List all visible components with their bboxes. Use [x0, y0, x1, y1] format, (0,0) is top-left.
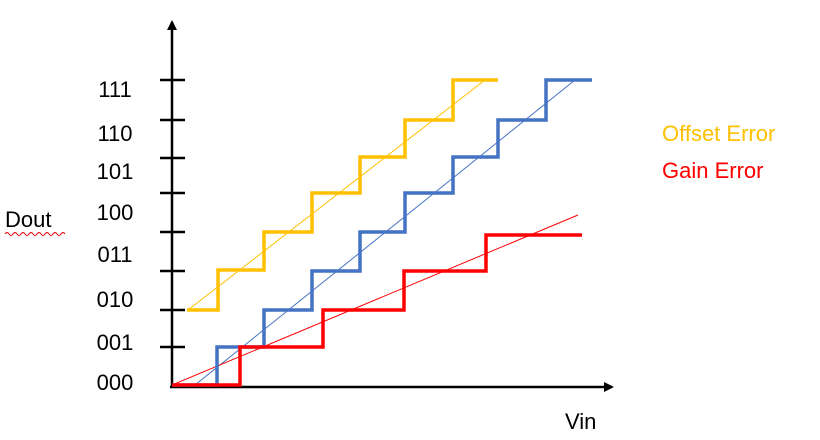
gain-staircase [172, 233, 582, 387]
ticks [160, 78, 185, 349]
y-label: 000 [97, 370, 134, 395]
y-label: 111 [98, 77, 131, 102]
y-axis-label: Dout [5, 207, 51, 232]
spell-underline [4, 232, 66, 236]
legend-gain: Gain Error [662, 158, 763, 183]
x-axis-label: Vin [565, 409, 596, 434]
y-label: 010 [97, 287, 134, 312]
y-labels: 111 110 101 100 011 010 001 000 [97, 77, 134, 395]
offset-staircase [187, 78, 498, 312]
y-label: 101 [97, 159, 134, 184]
ideal-staircase [172, 78, 592, 387]
y-label: 011 [97, 242, 132, 267]
y-label: 001 [97, 330, 134, 355]
legend-offset: Offset Error [662, 121, 775, 146]
y-label: 100 [97, 200, 134, 225]
offset-ideal-line [187, 79, 486, 311]
y-label: 110 [97, 121, 132, 146]
